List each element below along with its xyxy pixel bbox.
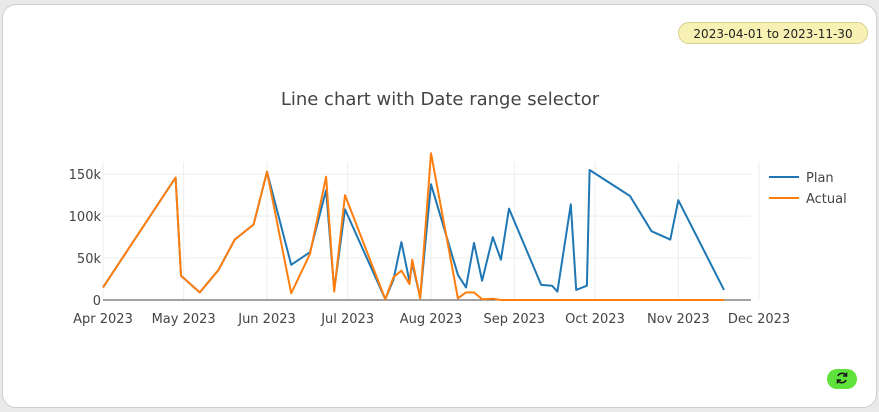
legend-label: Plan <box>806 171 834 186</box>
x-tick-label: May 2023 <box>152 312 216 327</box>
series-line-actual <box>102 152 724 301</box>
x-tick-label: Jun 2023 <box>237 312 296 327</box>
chart-title: Line chart with Date range selector <box>281 89 600 110</box>
x-tick-label: Jul 2023 <box>320 312 374 327</box>
y-tick-label: 100k <box>69 210 102 225</box>
chart-card: 2023-04-01 to 2023-11-30 Line chart with… <box>2 4 877 408</box>
x-tick-label: Aug 2023 <box>400 312 463 327</box>
date-range-selector[interactable]: 2023-04-01 to 2023-11-30 <box>678 22 868 44</box>
series-lines <box>102 152 725 301</box>
series-line-plan <box>102 169 725 301</box>
legend[interactable]: Plan Actual <box>769 171 847 207</box>
y-tick-label: 0 <box>93 294 101 309</box>
legend-label: Actual <box>806 192 847 207</box>
refresh-button[interactable] <box>827 369 857 389</box>
y-tick-label: 50k <box>77 252 102 267</box>
x-tick-label: Nov 2023 <box>647 312 710 327</box>
grid-lines <box>102 162 760 300</box>
x-tick-label: Sep 2023 <box>483 312 545 327</box>
x-tick-label: Dec 2023 <box>728 312 790 327</box>
line-chart: Line chart with Date range selector Apr … <box>69 89 847 327</box>
refresh-icon <box>835 370 849 389</box>
x-tick-label: Apr 2023 <box>73 312 133 327</box>
x-tick-label: Oct 2023 <box>565 312 625 327</box>
y-tick-label: 150k <box>69 168 102 183</box>
